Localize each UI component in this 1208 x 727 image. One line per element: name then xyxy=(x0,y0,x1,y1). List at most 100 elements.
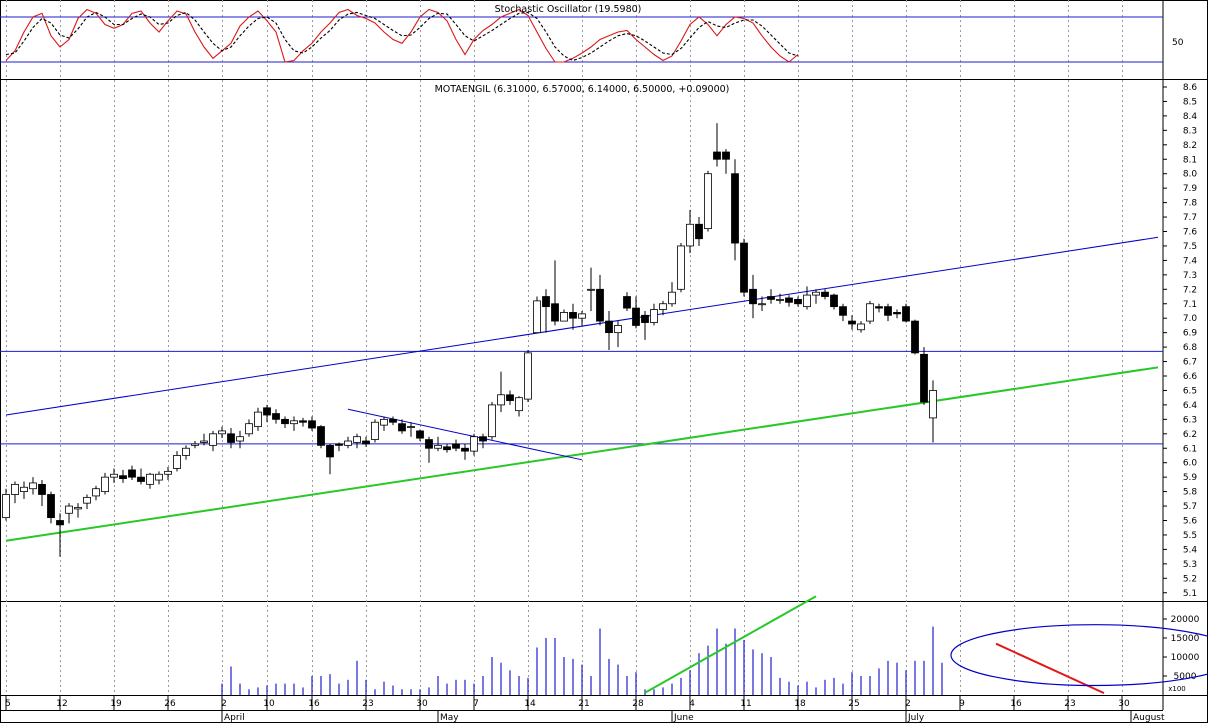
candle-body xyxy=(299,420,307,423)
price-tick-label: 8.0 xyxy=(1183,170,1198,180)
candle-body xyxy=(452,443,460,449)
price-tick-label: 5.4 xyxy=(1183,545,1198,555)
candle-body xyxy=(920,353,928,403)
price-tick-label: 8.4 xyxy=(1183,112,1198,122)
candle-body xyxy=(389,418,397,423)
candle-body xyxy=(596,288,604,322)
day-label: 9 xyxy=(959,699,965,709)
candle-body xyxy=(632,307,640,326)
candle-body xyxy=(317,426,325,446)
candle-body xyxy=(335,443,343,446)
price-tick-label: 7.7 xyxy=(1183,213,1197,223)
day-label: 4 xyxy=(689,699,695,709)
candle-body xyxy=(209,433,217,446)
price-title: MOTAENGIL (6.31000, 6.57000, 6.14000, 6.… xyxy=(435,84,730,95)
candle-body xyxy=(929,390,937,419)
price-tick-label: 6.6 xyxy=(1183,372,1198,382)
candle-body xyxy=(911,320,919,354)
candle-body xyxy=(794,299,802,305)
candle-body xyxy=(587,288,595,291)
candle-body xyxy=(506,394,514,401)
day-label: 25 xyxy=(848,699,859,709)
candle-body xyxy=(767,296,775,300)
candle-body xyxy=(110,473,118,478)
price-tick-label: 5.5 xyxy=(1183,531,1197,541)
candle-body xyxy=(569,312,577,319)
candle-body xyxy=(785,297,793,303)
candle-body xyxy=(308,420,316,429)
candle-body xyxy=(740,242,748,293)
candle-body xyxy=(407,426,415,428)
candle-body xyxy=(20,486,28,493)
candle-body xyxy=(542,296,550,308)
candle-body xyxy=(893,312,901,315)
candle-body xyxy=(245,423,253,435)
day-label: 26 xyxy=(164,699,176,709)
candle-body xyxy=(488,404,496,438)
candle-body xyxy=(515,397,523,412)
candle-body xyxy=(443,446,451,451)
price-tick-label: 6.4 xyxy=(1183,401,1198,411)
price-tick-label: 6.1 xyxy=(1183,444,1197,454)
candle-body xyxy=(38,483,46,495)
support-trendline xyxy=(5,366,1159,542)
candle-body xyxy=(353,436,361,443)
candle-body xyxy=(722,151,730,160)
candle-body xyxy=(344,440,352,446)
candle-body xyxy=(227,433,235,443)
oscillator-title: Stochastic Oscillator (19.5980) xyxy=(495,4,642,15)
candle-body xyxy=(902,306,910,322)
candle-body xyxy=(803,294,811,308)
candle-body xyxy=(497,394,505,406)
price-tick-label: 6.3 xyxy=(1183,415,1197,425)
candle-body xyxy=(479,436,487,442)
price-tick-label: 6.0 xyxy=(1183,459,1198,469)
price-tick-label: 7.4 xyxy=(1183,256,1198,266)
candle-body xyxy=(551,303,559,322)
candle-body xyxy=(47,494,55,519)
price-tick-label: 7.3 xyxy=(1183,271,1197,281)
candle-body xyxy=(812,291,820,296)
candle-body xyxy=(74,507,82,510)
candle-body xyxy=(146,473,154,485)
stochastic-k-line xyxy=(5,8,799,63)
price-tick-label: 7.5 xyxy=(1183,242,1197,252)
price-tick-label: 8.2 xyxy=(1183,141,1197,151)
candle-body xyxy=(2,494,10,519)
volume-uptrend-line xyxy=(644,595,817,694)
candle-body xyxy=(641,314,649,323)
day-label: 23 xyxy=(362,699,373,709)
oscillator-tick-label: 50 xyxy=(1172,38,1184,48)
volume-tick-label: 10000 xyxy=(1171,653,1200,663)
candle-body xyxy=(875,306,883,309)
day-label: 18 xyxy=(794,699,806,709)
candle-body xyxy=(524,352,532,400)
price-tick-label: 5.7 xyxy=(1183,502,1197,512)
volume-highlight-ellipse xyxy=(950,624,1208,687)
candle-body xyxy=(164,470,172,475)
day-label: 30 xyxy=(1118,699,1130,709)
candle-body xyxy=(713,151,721,160)
price-tick-label: 7.8 xyxy=(1183,199,1198,209)
candle-body xyxy=(704,173,712,230)
candle-body xyxy=(434,444,442,449)
price-tick-label: 6.7 xyxy=(1183,358,1197,368)
candle-body xyxy=(398,423,406,432)
candle-body xyxy=(659,303,667,310)
month-label: August xyxy=(1133,713,1165,723)
candle-body xyxy=(758,303,766,306)
volume-tick-label: 20000 xyxy=(1171,615,1200,625)
candle-body xyxy=(533,300,541,334)
candle-body xyxy=(272,413,280,420)
candle-body xyxy=(371,421,379,440)
candle-body xyxy=(128,469,136,478)
candle-body xyxy=(173,455,181,469)
candle-body xyxy=(866,303,874,322)
candle-body xyxy=(830,294,838,308)
price-tick-label: 8.5 xyxy=(1183,97,1197,107)
candle-body xyxy=(884,306,892,316)
resistance-trendline xyxy=(347,408,583,461)
